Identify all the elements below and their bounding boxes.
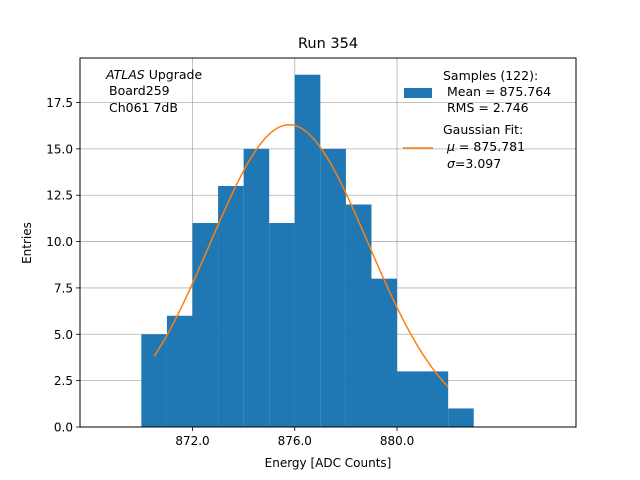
y-axis-ticks: 0.0 2.5 5.0 7.5 10.0 12.5 15.0 17.5: [46, 96, 80, 435]
plot-frame: [79, 57, 577, 428]
x-axis-label: Energy [ADC Counts]: [265, 456, 392, 470]
legend-samples-title: Samples (122):: [443, 68, 538, 83]
legend-mu-value: = 875.781: [455, 139, 525, 154]
histogram-bar-7: [320, 148, 346, 427]
annotation-atlas: ATLAS: [105, 67, 145, 82]
histogram-bar-9: [371, 278, 398, 427]
y-tick-label-7: 17.5: [46, 96, 73, 110]
y-axis-label: Entries: [20, 222, 34, 264]
histogram-bar-10: [397, 371, 449, 427]
y-tick-label-1: 2.5: [54, 374, 73, 388]
chart-title: Run 354: [298, 36, 358, 52]
histogram-bar-1: [166, 315, 193, 427]
legend-samples-swatch: [404, 88, 432, 98]
atlas-annotation: ATLAS Upgrade Board259 Ch061 7dB: [105, 67, 202, 115]
y-tick-label-2: 5.0: [54, 328, 73, 342]
y-tick-label-6: 15.0: [46, 142, 73, 156]
histogram-bar-5: [269, 223, 295, 427]
x-tick-label-0: 872.0: [175, 434, 209, 448]
y-tick-label-0: 0.0: [54, 421, 73, 435]
histogram-bar-11: [448, 408, 474, 427]
legend-sigma-value: =3.097: [455, 156, 501, 171]
legend-mu-symbol: μ: [446, 139, 455, 154]
legend-fit-title: Gaussian Fit:: [443, 122, 523, 137]
gaussian-fit-curve: [153, 124, 449, 388]
legend: Samples (122): Mean = 875.764 RMS = 2.74…: [403, 68, 551, 171]
legend-samples-rms: RMS = 2.746: [447, 100, 529, 115]
annotation-channel: Ch061 7dB: [109, 100, 178, 115]
annotation-line-1: ATLAS Upgrade: [105, 67, 202, 82]
histogram-bar-3: [218, 185, 244, 427]
legend-fit-sigma: σ=3.097: [447, 156, 501, 171]
legend-sigma-symbol: σ: [447, 156, 456, 171]
histogram-bars: [141, 74, 474, 427]
y-tick-label-3: 7.5: [54, 281, 73, 295]
y-tick-label-4: 10.0: [46, 235, 73, 249]
histogram-bar-0: [141, 334, 167, 427]
legend-samples-mean: Mean = 875.764: [447, 84, 551, 99]
x-tick-label-1: 876.0: [278, 434, 312, 448]
histogram-bar-4: [243, 148, 270, 427]
histogram-bar-8: [345, 204, 372, 427]
histogram-bar-2: [192, 223, 219, 427]
annotation-upgrade: Upgrade: [145, 67, 203, 82]
gaussian-fit-layer: [153, 124, 449, 388]
x-axis-ticks: 872.0 876.0 880.0: [175, 427, 414, 448]
y-tick-label-5: 12.5: [46, 189, 73, 203]
annotation-board: Board259: [109, 83, 170, 98]
x-tick-label-2: 880.0: [380, 434, 414, 448]
legend-fit-mu: μ = 875.781: [446, 139, 525, 154]
